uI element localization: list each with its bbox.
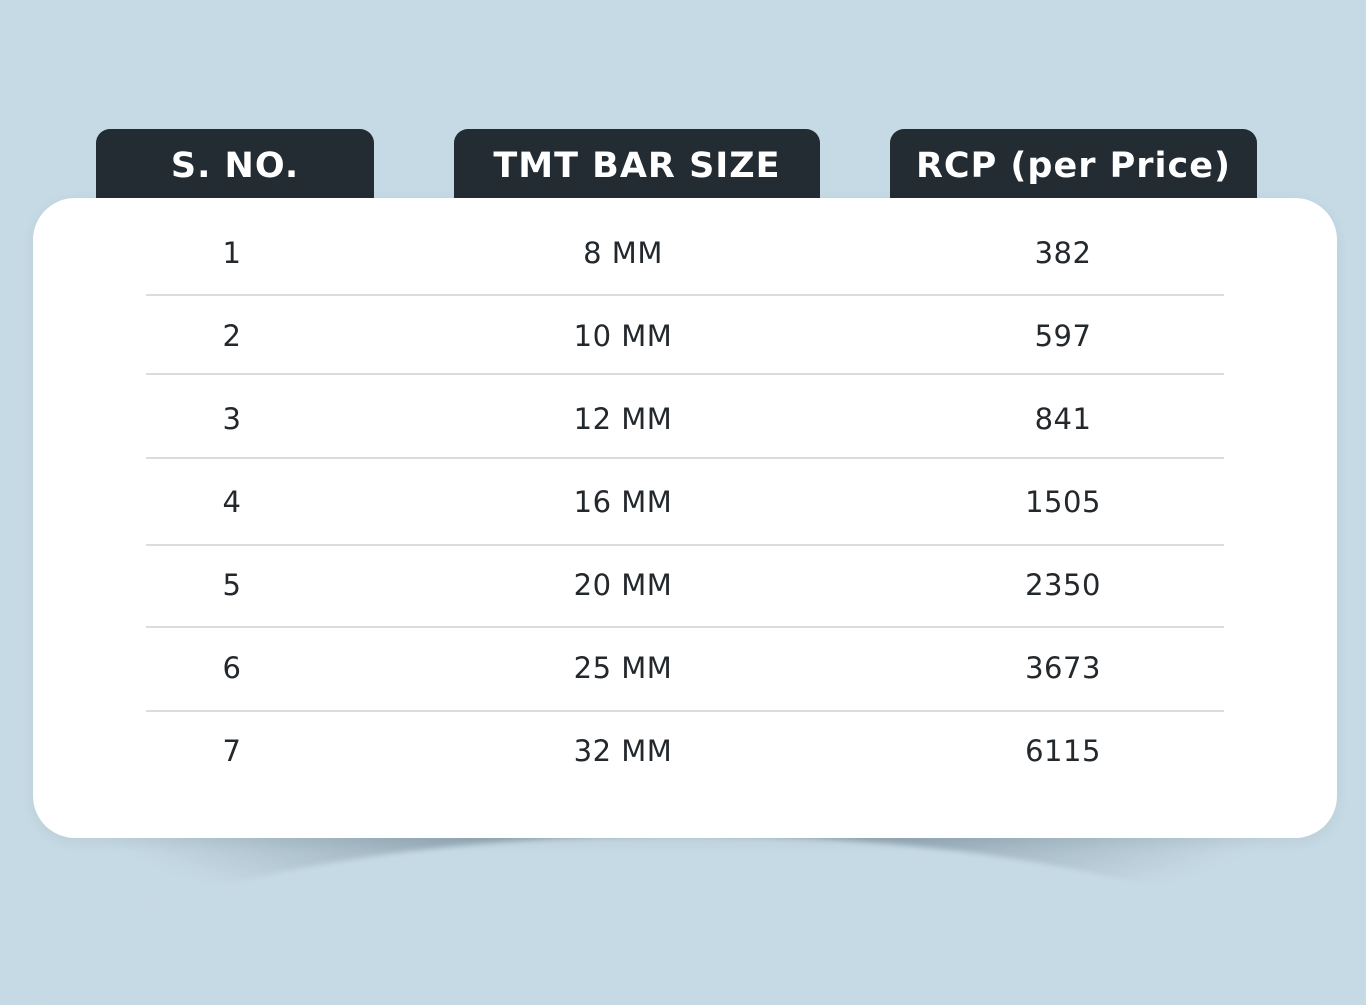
table-row: 7 32 MM 6115 bbox=[33, 731, 1337, 771]
row-divider bbox=[146, 710, 1224, 712]
cell-size: 16 MM bbox=[573, 485, 673, 519]
row-divider bbox=[146, 457, 1224, 459]
cell-rcp: 1505 bbox=[1025, 485, 1101, 519]
header-rcp-price: RCP (per Price) bbox=[890, 129, 1257, 209]
cell-size: 20 MM bbox=[573, 568, 673, 602]
cell-rcp: 6115 bbox=[1025, 734, 1101, 768]
row-divider bbox=[146, 544, 1224, 546]
header-tmt-bar-size: TMT BAR SIZE bbox=[454, 129, 820, 209]
row-divider bbox=[146, 626, 1224, 628]
cell-rcp: 597 bbox=[1034, 319, 1092, 353]
cell-rcp: 382 bbox=[1034, 236, 1092, 270]
header-sno: S. NO. bbox=[96, 129, 374, 209]
cell-size: 25 MM bbox=[573, 651, 673, 685]
cell-sno: 6 bbox=[222, 651, 242, 685]
row-divider bbox=[146, 294, 1224, 296]
table-row: 6 25 MM 3673 bbox=[33, 648, 1337, 688]
cell-size: 32 MM bbox=[573, 734, 673, 768]
cell-sno: 7 bbox=[222, 734, 242, 768]
cell-size: 12 MM bbox=[573, 402, 673, 436]
cell-rcp: 2350 bbox=[1025, 568, 1101, 602]
row-divider bbox=[146, 373, 1224, 375]
price-table-card: 1 8 MM 382 2 10 MM 597 3 12 MM 841 4 16 … bbox=[33, 198, 1337, 838]
cell-size: 10 MM bbox=[573, 319, 673, 353]
table-row: 1 8 MM 382 bbox=[33, 233, 1337, 273]
table-row: 2 10 MM 597 bbox=[33, 316, 1337, 356]
table-row: 4 16 MM 1505 bbox=[33, 482, 1337, 522]
cell-sno: 1 bbox=[222, 236, 242, 270]
page-stage: S. NO. TMT BAR SIZE RCP (per Price) 1 8 … bbox=[33, 129, 1337, 930]
cell-rcp: 841 bbox=[1034, 402, 1092, 436]
cell-sno: 3 bbox=[222, 402, 242, 436]
cell-sno: 4 bbox=[222, 485, 242, 519]
table-row: 3 12 MM 841 bbox=[33, 399, 1337, 439]
cell-sno: 5 bbox=[222, 568, 242, 602]
cell-rcp: 3673 bbox=[1025, 651, 1101, 685]
cell-sno: 2 bbox=[222, 319, 242, 353]
table-row: 5 20 MM 2350 bbox=[33, 565, 1337, 605]
cell-size: 8 MM bbox=[583, 236, 663, 270]
